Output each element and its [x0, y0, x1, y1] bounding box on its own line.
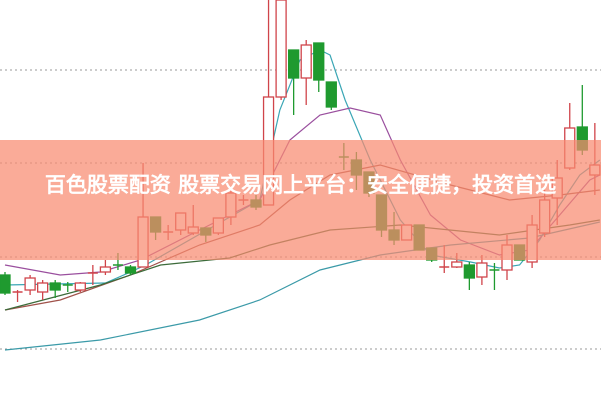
candle-body [124, 266, 137, 274]
candle [300, 40, 312, 105]
candle [24, 275, 36, 295]
candle-body [99, 266, 112, 273]
candle [313, 42, 325, 92]
candle-body [313, 42, 325, 81]
candle [49, 280, 61, 298]
candle [275, 0, 287, 100]
candle-body [287, 49, 300, 79]
candle-body [325, 81, 337, 108]
candle-body [0, 274, 11, 294]
candle-body [275, 0, 287, 98]
candle [0, 272, 11, 295]
candle-body [37, 282, 49, 293]
candle [99, 260, 112, 275]
headline-banner [0, 140, 601, 260]
candle-body [463, 264, 476, 279]
candle [287, 49, 300, 115]
candle [489, 263, 500, 290]
candle [37, 280, 49, 300]
candle [12, 290, 23, 302]
candle [62, 282, 73, 292]
candle [325, 81, 337, 110]
candle [463, 262, 476, 290]
candle [124, 265, 137, 275]
candle [476, 255, 488, 285]
candle-body [476, 262, 488, 278]
candle [87, 265, 98, 285]
candle [74, 282, 86, 292]
candle-body [300, 44, 312, 79]
candle-body [74, 282, 86, 291]
candle-body [451, 261, 463, 268]
candle-body [49, 282, 61, 291]
headline-text: 百色股票配资 股票交易网上平台：安全便捷，投资首选 [44, 173, 557, 197]
candle-body [24, 277, 36, 291]
